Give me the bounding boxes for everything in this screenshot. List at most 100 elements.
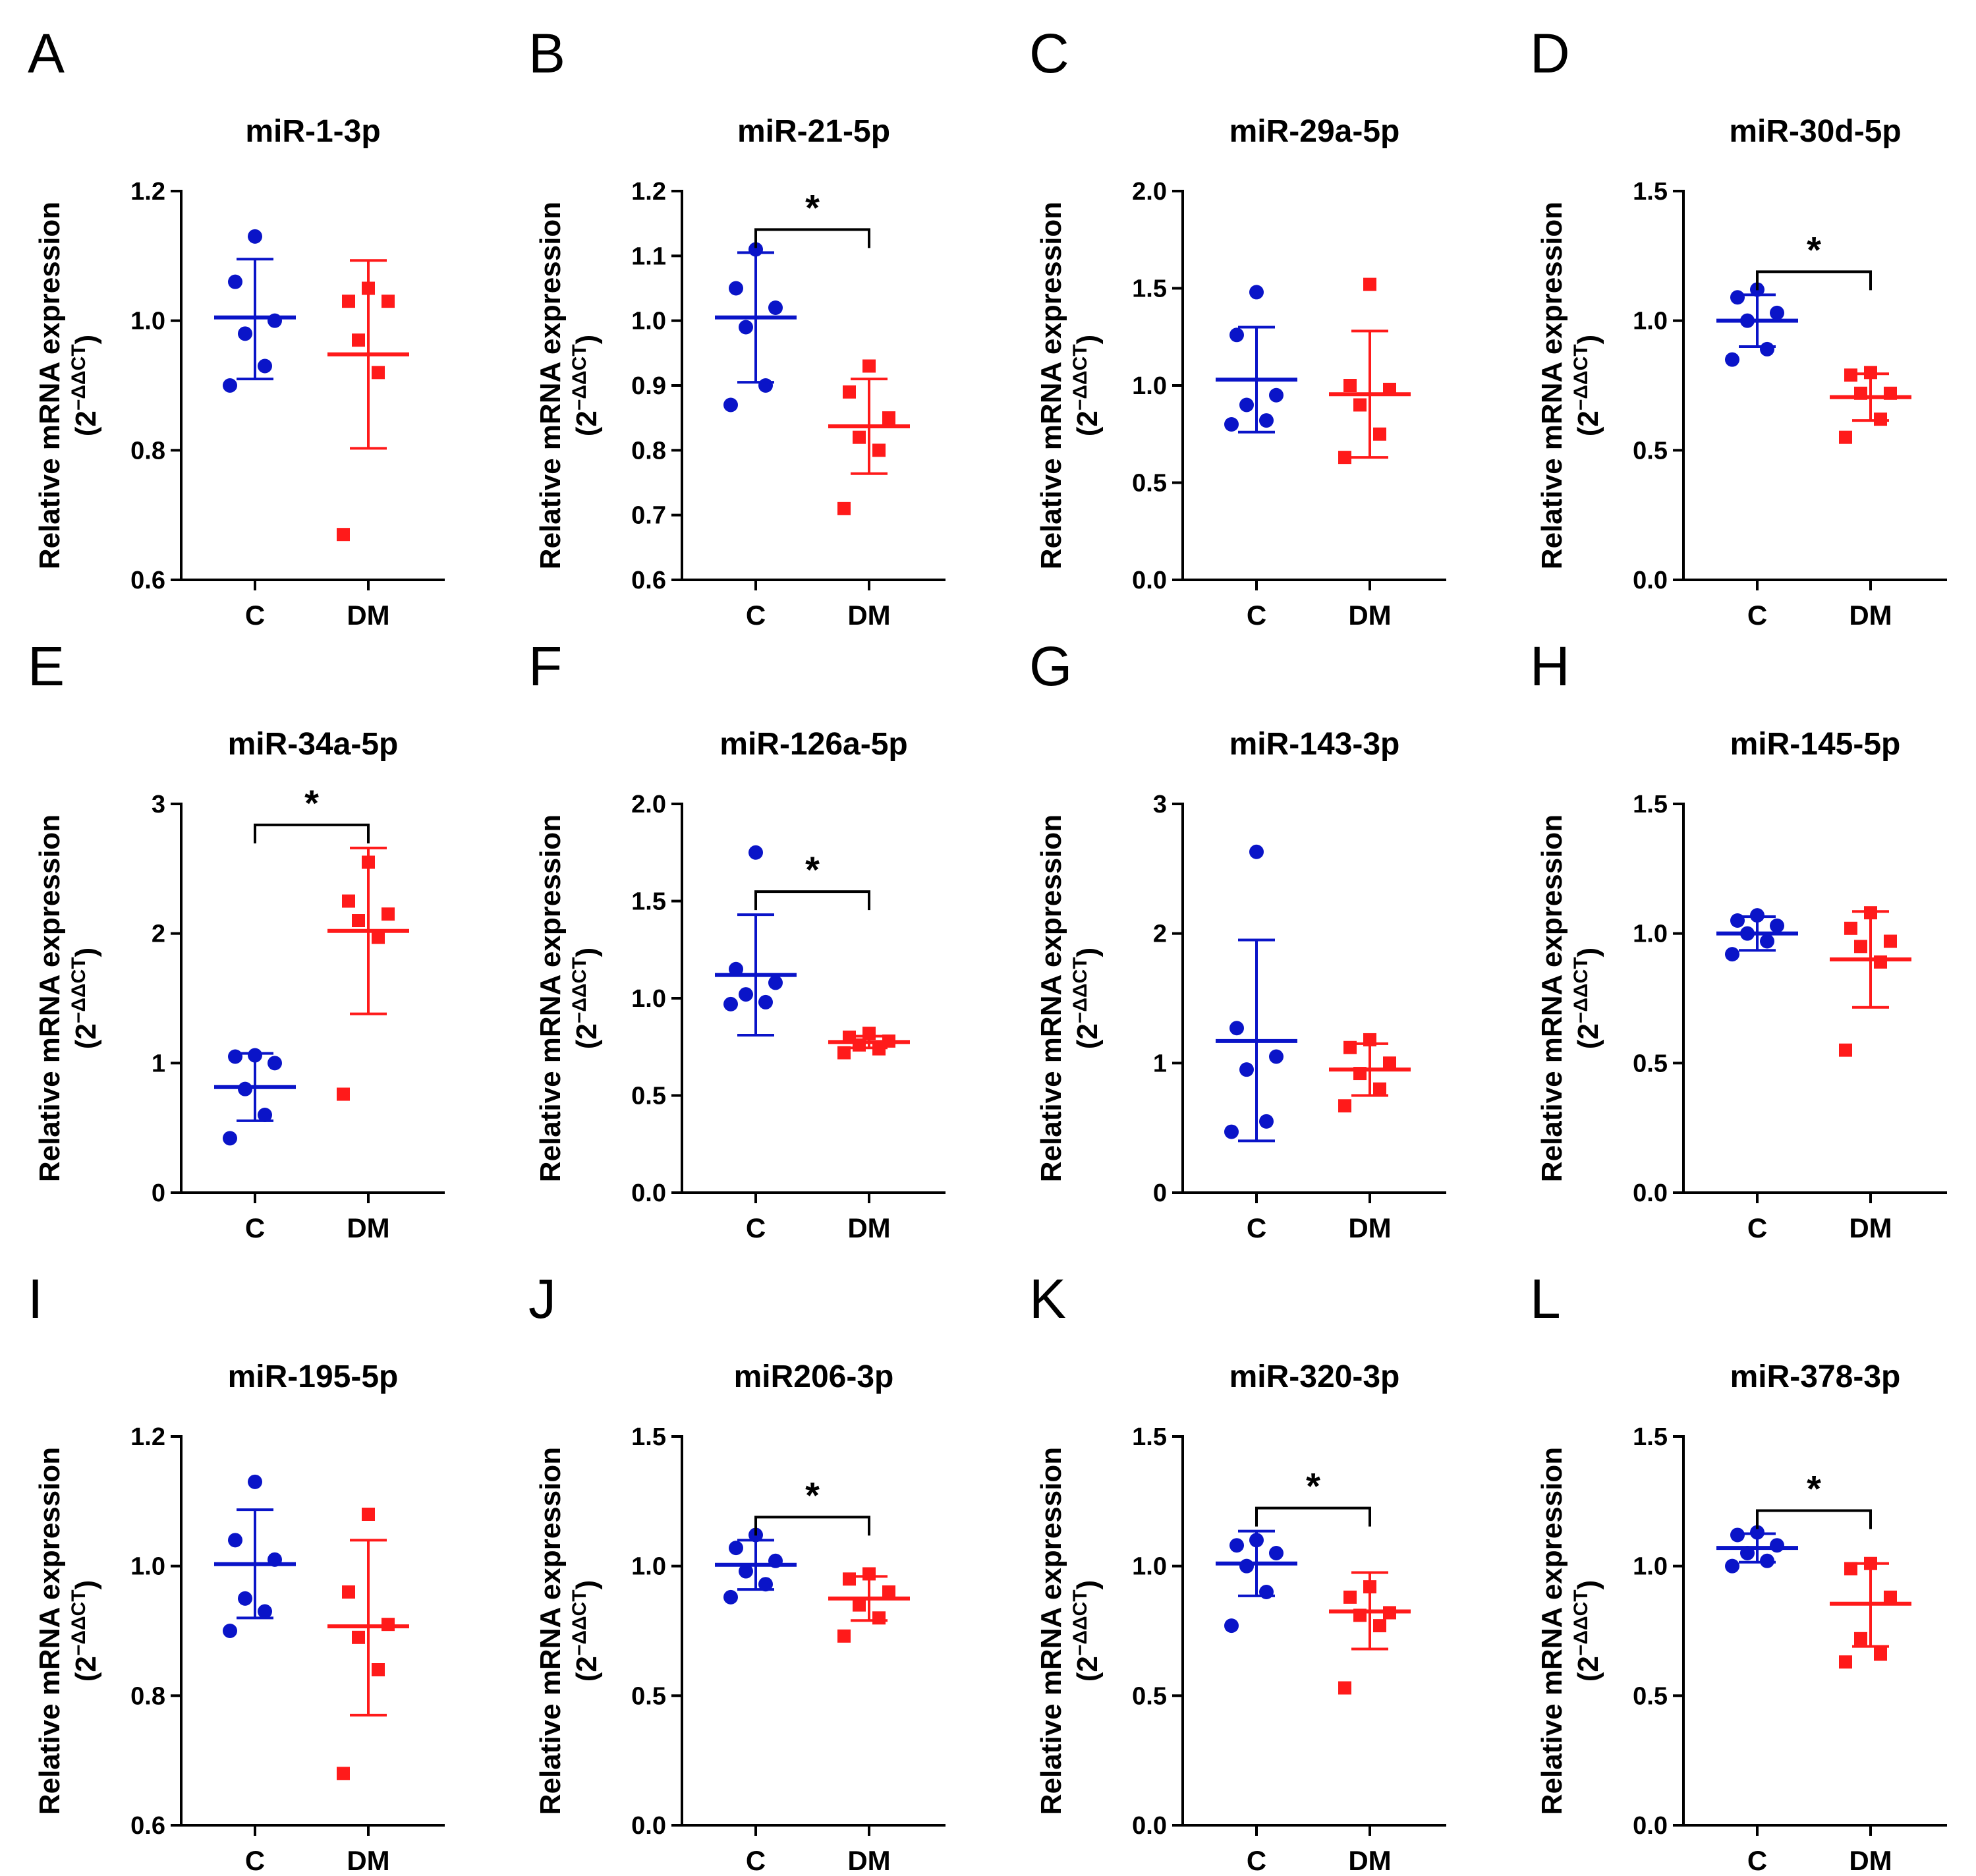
data-point xyxy=(372,366,385,380)
data-point xyxy=(1844,1562,1857,1576)
y-axis-label: Relative mRNA expression xyxy=(534,814,567,1182)
significance-star: * xyxy=(805,849,820,890)
y-axis-unit-base: (2 xyxy=(70,1023,102,1049)
panel-letter: C xyxy=(1029,22,1069,84)
data-point xyxy=(1750,908,1764,923)
data-point xyxy=(862,1027,876,1040)
y-axis-unit-base: (2 xyxy=(571,411,603,436)
x-tick-label: C xyxy=(245,1845,265,1876)
series-C xyxy=(1716,1525,1798,1574)
data-point xyxy=(1353,1608,1367,1622)
data-point xyxy=(1864,906,1877,920)
data-point xyxy=(1770,918,1784,933)
y-tick-label: 1.0 xyxy=(631,308,666,335)
y-tick-label: 0.0 xyxy=(1633,1812,1668,1840)
data-point xyxy=(1854,1632,1867,1645)
y-axis-unit-base: (2 xyxy=(571,1656,603,1682)
y-tick-label: 1.0 xyxy=(1633,308,1668,335)
data-point xyxy=(1224,1124,1239,1139)
panel-letter: G xyxy=(1029,635,1072,697)
y-axis-label: Relative mRNA expression xyxy=(34,814,66,1182)
series-C xyxy=(214,229,296,393)
data-point xyxy=(268,1552,282,1567)
y-axis-unit-close: ) xyxy=(1071,948,1104,957)
y-axis-unit: (2−ΔΔCT) xyxy=(1570,948,1604,1049)
significance-bracket xyxy=(1255,1506,1371,1527)
y-axis-unit-exponent: −ΔΔCT xyxy=(569,344,590,411)
data-point xyxy=(1750,1525,1764,1540)
data-point xyxy=(758,994,773,1009)
chart-title: miR-145-5p xyxy=(1730,727,1901,762)
y-axis-unit-base: (2 xyxy=(1572,1656,1604,1682)
series-DM xyxy=(327,846,409,1101)
data-point xyxy=(1343,1590,1357,1604)
data-point xyxy=(1224,1618,1239,1634)
y-axis-unit: (2−ΔΔCT) xyxy=(569,948,603,1049)
series-C xyxy=(1716,908,1798,962)
y-tick-label: 0.0 xyxy=(631,1812,666,1840)
y-axis-unit-close: ) xyxy=(571,1580,603,1590)
data-point xyxy=(837,501,851,515)
chart-title: miR-126a-5p xyxy=(720,727,907,762)
y-tick-label: 0.8 xyxy=(631,437,666,465)
panel-letter: I xyxy=(28,1268,43,1330)
y-tick-label: 0 xyxy=(152,1180,165,1207)
significance-star: * xyxy=(805,186,820,228)
data-point xyxy=(1249,844,1264,859)
y-axis-label: Relative mRNA expression xyxy=(1035,1447,1067,1815)
y-tick-label: 0.5 xyxy=(1132,1682,1167,1710)
y-axis-unit-exponent: −ΔΔCT xyxy=(569,1589,590,1656)
y-tick-label: 0.5 xyxy=(631,1083,666,1110)
data-point xyxy=(1338,1099,1351,1113)
panel-letter: L xyxy=(1530,1268,1561,1330)
data-point xyxy=(739,320,753,335)
data-point xyxy=(1269,387,1284,403)
data-point xyxy=(739,987,753,1002)
y-tick-label: 1.5 xyxy=(1633,791,1668,818)
data-point xyxy=(342,1585,355,1599)
data-point xyxy=(337,1087,350,1101)
y-tick-label: 1.0 xyxy=(1132,1553,1167,1581)
y-tick-label: 2.0 xyxy=(1132,178,1167,206)
data-point xyxy=(1839,1043,1852,1057)
data-point xyxy=(1229,1021,1244,1036)
data-point xyxy=(1874,1647,1887,1661)
y-tick-label: 1.0 xyxy=(1633,1553,1668,1581)
y-axis-unit-base: (2 xyxy=(1572,1023,1604,1049)
panel-letter: A xyxy=(28,22,65,84)
data-point xyxy=(238,1591,252,1606)
data-point xyxy=(1760,341,1774,356)
y-axis-unit: (2−ΔΔCT) xyxy=(569,335,603,436)
y-axis-unit-exponent: −ΔΔCT xyxy=(68,957,90,1023)
y-tick-label: 0.5 xyxy=(631,1682,666,1710)
y-tick-label: 1.0 xyxy=(130,308,165,335)
y-tick-label: 1 xyxy=(1153,1050,1167,1077)
data-point xyxy=(1259,1114,1274,1129)
data-point xyxy=(337,1767,350,1780)
data-point xyxy=(258,1604,272,1619)
y-tick-label: 1.0 xyxy=(1132,372,1167,400)
data-point xyxy=(1884,1590,1897,1604)
x-tick-label: DM xyxy=(1348,1845,1391,1876)
chart-title: miR-21-5p xyxy=(737,114,890,149)
data-point xyxy=(248,1048,262,1063)
y-axis-unit-base: (2 xyxy=(1071,411,1104,436)
y-axis-unit: (2−ΔΔCT) xyxy=(1069,948,1104,1049)
data-point xyxy=(223,1131,237,1146)
series-DM xyxy=(1329,277,1411,465)
y-tick-label: 0 xyxy=(1153,1180,1167,1207)
series-C xyxy=(214,1048,296,1146)
data-point xyxy=(1730,1527,1745,1543)
significance-bracket xyxy=(754,890,870,911)
x-tick-label: DM xyxy=(1348,600,1391,631)
y-tick-label: 1.5 xyxy=(631,888,666,916)
panel-letter: B xyxy=(528,22,565,84)
y-axis-unit: (2−ΔΔCT) xyxy=(68,1580,102,1682)
y-tick-label: 1.5 xyxy=(1132,275,1167,303)
data-point xyxy=(1874,955,1887,969)
y-axis-unit: (2−ΔΔCT) xyxy=(68,335,102,436)
y-tick-label: 1.1 xyxy=(631,242,666,270)
